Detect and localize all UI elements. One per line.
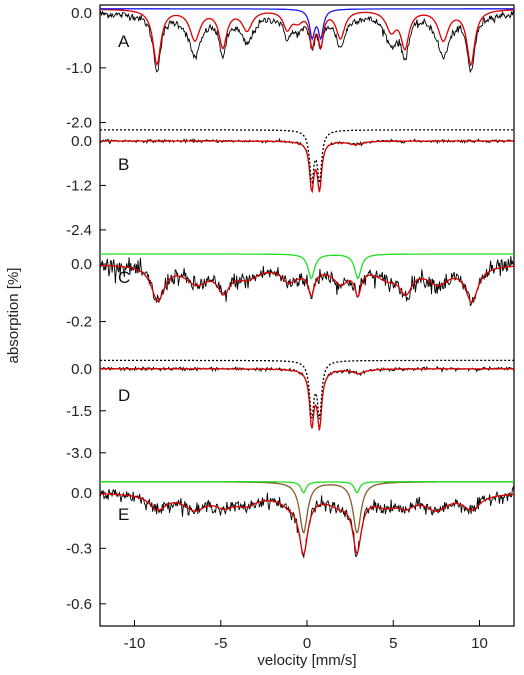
series-e-data-0: [99, 485, 515, 559]
y-tick-label: -0.2: [66, 314, 92, 331]
panel-b: 0.0 -1.2 -2.4 B: [66, 129, 515, 239]
series-b-component-2: [100, 129, 514, 185]
series-a-fit-1: [100, 8, 515, 67]
y-tick-label: 0.0: [71, 133, 92, 150]
series-d-fit-1: [100, 368, 514, 431]
y-tick-label: -1.5: [66, 403, 92, 420]
panel-label-e: E: [118, 505, 129, 524]
y-tick-label: 0.0: [71, 256, 92, 273]
series-c-component-2: [100, 253, 514, 280]
series-c-data-0: [99, 256, 515, 307]
plot-border: [99, 4, 515, 627]
panel-c: 0.0 -0.2 C: [66, 253, 515, 331]
panel-label-c: C: [118, 268, 130, 287]
series-e-component-3: [100, 481, 514, 494]
y-tick-label: -3.0: [66, 445, 92, 462]
panel-label-b: B: [118, 155, 129, 174]
series-b-data-0: [99, 137, 515, 193]
series-b-fit-1: [100, 140, 514, 194]
y-tick-label: -0.6: [66, 596, 92, 613]
series-c-fit-1: [100, 264, 514, 303]
panel-label-a: A: [118, 32, 130, 51]
panel-label-d: D: [118, 386, 130, 405]
y-tick-label: 0.0: [71, 485, 92, 502]
panel-d: 0.0 -1.5 -3.0 D: [66, 359, 515, 462]
y-tick-label: -0.3: [66, 540, 92, 557]
x-axis: -10 -5 0 5 10: [124, 620, 488, 652]
y-axis-title: absorption [%]: [5, 268, 22, 364]
y-tick-label: 0.0: [71, 361, 92, 378]
y-tick-label: -2.4: [66, 222, 92, 239]
x-tick-label: 0: [303, 635, 311, 652]
panels: 0.0 -1.0 -2.0 A 0.0 -1.2 -2.4 B 0.0 -0.2 C 0.0 -1.5 -…: [66, 5, 515, 613]
y-tick-label: -2.0: [66, 115, 92, 132]
x-axis-title: velocity [mm/s]: [257, 652, 356, 669]
y-tick-label: -1.0: [66, 60, 92, 77]
panel-a: 0.0 -1.0 -2.0 A: [66, 5, 515, 132]
series-e-fit-1: [100, 493, 515, 556]
plot-frame: [99, 4, 515, 627]
series-a-component-2: [100, 8, 514, 41]
x-tick-label: -5: [214, 635, 227, 652]
x-tick-label: 5: [389, 635, 397, 652]
series-a-data-0: [99, 10, 515, 73]
y-tick-label: -1.2: [66, 177, 92, 194]
series-d-data-0: [99, 365, 515, 432]
y-tick-label: 0.0: [71, 5, 92, 22]
x-tick-label: 10: [471, 635, 488, 652]
series-d-component-2: [100, 359, 514, 420]
x-tick-label: -10: [124, 635, 146, 652]
panel-e: 0.0 -0.3 -0.6 E: [66, 481, 515, 613]
